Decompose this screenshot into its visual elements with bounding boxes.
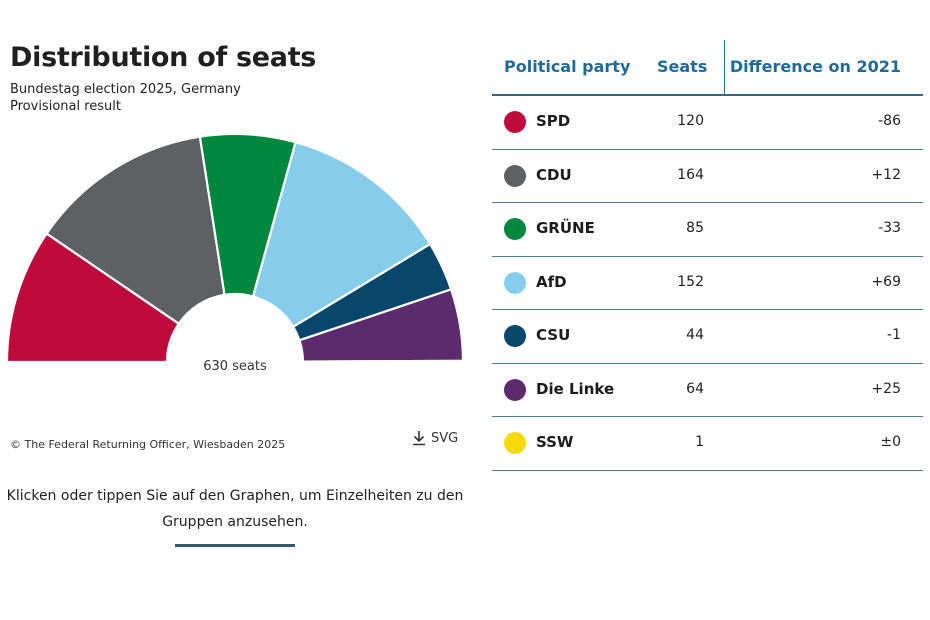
seat-segment-cdu[interactable] xyxy=(45,135,226,325)
party-color-dot xyxy=(504,378,526,401)
total-seats-label: 630 seats xyxy=(203,359,267,374)
party-color-dot xyxy=(504,218,526,240)
download-icon xyxy=(413,431,425,446)
interaction-hint: Klicken oder tippen Sie auf den Graphen,… xyxy=(6,488,464,530)
party-difference: -86 xyxy=(878,113,901,129)
header-party[interactable]: Political party xyxy=(504,57,631,76)
subtitle-status: Provisional result xyxy=(10,99,121,114)
party-color-dot xyxy=(504,325,526,347)
table-header: Political party Seats Difference on 2021 xyxy=(492,40,923,96)
party-seats: 85 xyxy=(686,220,704,236)
seat-distribution-chart[interactable] xyxy=(0,130,470,370)
party-color-dot xyxy=(504,271,526,294)
party-color-dot xyxy=(504,164,526,187)
copyright-notice: © The Federal Returning Officer, Wiesbad… xyxy=(10,438,286,451)
hint-underline xyxy=(175,544,295,547)
party-seats: 152 xyxy=(677,273,704,290)
table-row[interactable]: CSU 44 -1 xyxy=(492,310,923,364)
header-separator xyxy=(724,40,725,94)
page-title: Distribution of seats xyxy=(10,42,317,73)
party-seats: 44 xyxy=(686,327,704,343)
table-body: SPD 120 -86 CDU 164 +12 GRÜNE 85 -33 AfD 152 +69 CSU… xyxy=(492,96,923,471)
party-seats: 120 xyxy=(677,113,704,129)
table-row[interactable]: AfD 152 +69 xyxy=(492,257,923,310)
party-difference: +69 xyxy=(871,273,901,290)
party-difference: -1 xyxy=(887,327,901,343)
table-row[interactable]: Die Linke 64 +25 xyxy=(492,364,923,417)
party-color-dot xyxy=(504,432,526,454)
party-name: Die Linke xyxy=(536,379,615,398)
chart-subtitle: Bundestag election 2025, Germany Provisi… xyxy=(10,81,241,115)
party-seats: 64 xyxy=(686,380,704,397)
party-seats: 1 xyxy=(695,434,704,450)
table-row[interactable]: CDU 164 +12 xyxy=(492,150,923,203)
party-color-dot xyxy=(504,111,526,133)
seat-segment-spd[interactable] xyxy=(5,232,180,364)
party-name: SSW xyxy=(536,433,574,451)
table-row[interactable]: SSW 1 ±0 xyxy=(492,417,923,471)
results-table: Political party Seats Difference on 2021… xyxy=(492,40,923,471)
party-name: AfD xyxy=(536,272,567,291)
party-difference: +12 xyxy=(871,166,901,183)
party-name: CSU xyxy=(536,326,571,344)
subtitle-election: Bundestag election 2025, Germany xyxy=(10,82,241,97)
party-name: GRÜNE xyxy=(536,219,595,237)
header-seats[interactable]: Seats xyxy=(657,57,708,76)
party-difference: +25 xyxy=(871,380,901,397)
party-difference: -33 xyxy=(878,220,901,236)
table-row[interactable]: GRÜNE 85 -33 xyxy=(492,203,923,257)
header-difference[interactable]: Difference on 2021 xyxy=(729,57,901,76)
svg-download-button[interactable]: SVG xyxy=(411,430,458,446)
table-row[interactable]: SPD 120 -86 xyxy=(492,96,923,150)
party-name: CDU xyxy=(536,165,572,184)
party-seats: 164 xyxy=(677,166,704,183)
svg-download-label: SVG xyxy=(431,430,459,446)
party-name: SPD xyxy=(536,112,571,130)
seat-segment-afd[interactable] xyxy=(251,141,432,328)
party-difference: ±0 xyxy=(880,434,901,450)
seat-segment-ssw[interactable] xyxy=(301,359,465,364)
